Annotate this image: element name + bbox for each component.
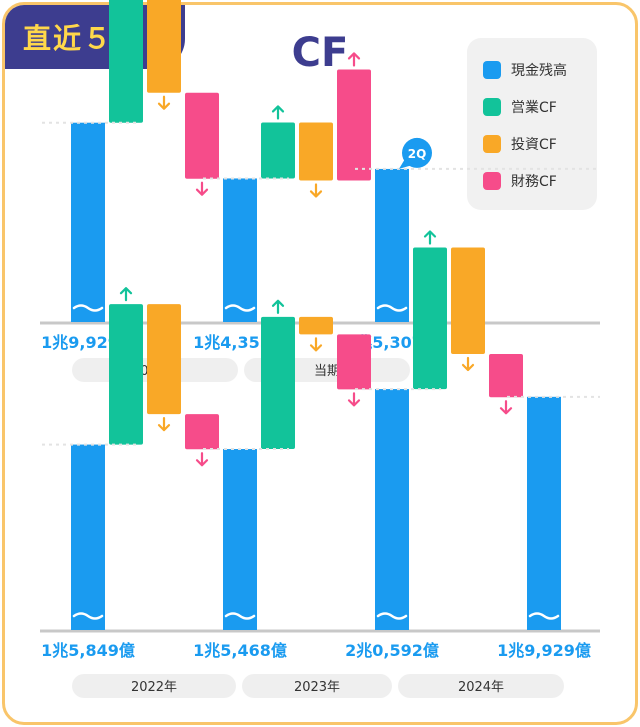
cash-balance-label: 1兆9,929億 — [497, 641, 591, 660]
bar-cash-0 — [71, 444, 105, 630]
period-label: 当期 — [314, 364, 340, 379]
legend-swatch-financing — [483, 172, 501, 190]
legend-label-investing: 投資CF — [511, 137, 557, 153]
interim-marker-tail — [399, 158, 413, 169]
bar-投資-1 — [299, 316, 333, 335]
legend-swatch-operating — [483, 98, 501, 116]
bar-cash-1 — [223, 178, 257, 322]
bar-財務-2 — [489, 353, 523, 398]
bar-営業-1 — [261, 316, 295, 450]
bar-営業-0 — [109, 304, 143, 445]
arrow-down-icon — [499, 400, 513, 415]
arrow-up-icon — [271, 105, 285, 120]
arrow-down-icon — [157, 95, 171, 110]
bar-投資-0 — [147, 0, 181, 93]
bar-財務-0 — [185, 414, 219, 450]
axis-break-icon — [224, 612, 256, 620]
arrow-down-icon — [309, 337, 323, 352]
legend-label-financing: 財務CF — [511, 174, 557, 190]
arrow-down-icon — [195, 181, 209, 196]
legend-swatch-investing — [483, 135, 501, 153]
axis-break-icon — [72, 304, 104, 312]
arrow-up-icon — [119, 287, 133, 302]
bar-財務-0 — [185, 92, 219, 179]
bar-投資-1 — [299, 122, 333, 181]
period-label: 2022年 — [131, 680, 177, 695]
period-label: 2023年 — [294, 680, 340, 695]
axis-break-icon — [72, 612, 104, 620]
period-label: 2024年 — [458, 680, 504, 695]
bar-cash-3 — [527, 396, 561, 630]
bar-財務-1 — [337, 334, 371, 390]
axis-break-icon — [224, 304, 256, 312]
arrow-down-icon — [195, 452, 209, 467]
arrow-up-icon — [347, 52, 361, 67]
arrow-down-icon — [461, 356, 475, 372]
legend-label-operating: 営業CF — [511, 100, 557, 116]
axis-break-icon — [376, 612, 408, 620]
period-pill — [242, 674, 392, 698]
axis-break-icon — [528, 612, 560, 620]
arrow-down-icon — [157, 417, 171, 432]
cash-balance-label: 2兆0,592億 — [345, 641, 439, 660]
bar-cash-2 — [375, 389, 409, 630]
bar-営業-1 — [261, 122, 295, 179]
chart-title: CF — [291, 30, 349, 76]
period-pill — [398, 674, 564, 698]
arrow-down-icon — [309, 183, 323, 198]
bar-投資-0 — [147, 304, 181, 415]
bar-cash-1 — [223, 449, 257, 630]
arrow-up-icon — [423, 230, 437, 245]
legend-label-cash: 現金残高 — [511, 63, 567, 79]
bar-cash-0 — [71, 122, 105, 323]
bar-営業-0 — [109, 0, 143, 123]
cash-balance-label: 1兆5,468億 — [193, 641, 287, 660]
bar-投資-2 — [451, 247, 485, 354]
legend: 現金残高 営業CF 投資CF 財務CF — [467, 38, 597, 210]
bar-財務-1 — [337, 69, 371, 181]
interim-marker-label: 2Q — [408, 147, 427, 161]
arrow-down-icon — [347, 392, 361, 407]
interim-marker-bubble — [402, 137, 432, 168]
bar-営業-2 — [413, 247, 447, 390]
axis-break-icon — [376, 304, 408, 312]
arrow-up-icon — [271, 299, 285, 314]
panel-1: 1兆5,849億 1兆5,468億 2兆0,592億 1兆9,929億 2022年 202… — [40, 230, 600, 698]
period-pill — [72, 674, 236, 698]
bar-cash-2 — [375, 168, 409, 322]
cash-balance-label: 1兆5,849億 — [41, 641, 135, 660]
legend-swatch-cash — [483, 61, 501, 79]
